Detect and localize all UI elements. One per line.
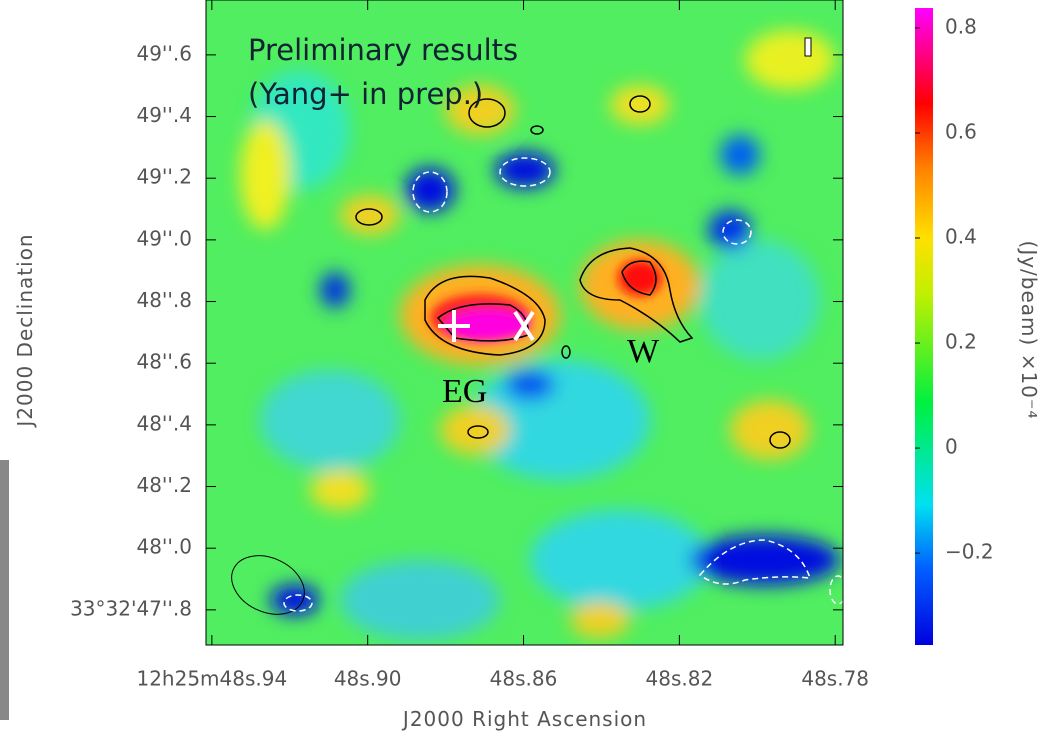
colorbar-label: (Jy/beam) ×10⁻⁴ xyxy=(1017,241,1041,420)
y-tick-label: 48''.6 xyxy=(136,350,192,374)
colorbar-tick-label: 0.2 xyxy=(945,330,977,354)
x-tick-label: 48s.82 xyxy=(646,667,714,691)
annotation: (Yang+ in prep.) xyxy=(248,77,483,111)
annotation: Preliminary results xyxy=(248,33,518,67)
y-axis-label: J2000 Declination xyxy=(13,233,37,428)
annotation: W xyxy=(627,333,660,370)
y-tick-label: 49''.4 xyxy=(136,103,192,127)
colorbar-tick-label: 0.6 xyxy=(945,119,977,143)
colorbar xyxy=(915,8,933,645)
y-tick-label: 48''.8 xyxy=(136,288,192,312)
x-tick-label: 12h25m48s.94 xyxy=(136,667,287,691)
y-tick-label: 49''.6 xyxy=(136,41,192,65)
colorbar-tick-label: −0.2 xyxy=(945,540,994,564)
y-tick-label: 33°32'47''.8 xyxy=(70,596,192,620)
colorbar-tick-label: 0.8 xyxy=(945,14,977,38)
chart: Preliminary results (Yang+ in prep.) EG … xyxy=(0,0,1048,731)
colorbar-tick-label: 0 xyxy=(945,435,958,459)
y-tick-label: 48''.4 xyxy=(136,411,192,435)
y-tick-label: 49''.0 xyxy=(136,226,192,250)
annotation: EG xyxy=(442,373,487,410)
y-tick-label: 48''.0 xyxy=(136,535,192,559)
x-axis-label: J2000 Right Ascension xyxy=(401,707,647,731)
side-bar xyxy=(0,460,9,720)
x-tick-label: 48s.78 xyxy=(801,667,869,691)
x-tick-label: 48s.86 xyxy=(490,667,558,691)
x-tick-label: 48s.90 xyxy=(334,667,402,691)
y-tick-label: 48''.2 xyxy=(136,473,192,497)
y-tick-label: 49''.2 xyxy=(136,165,192,189)
colorbar-tick-label: 0.4 xyxy=(945,225,977,249)
